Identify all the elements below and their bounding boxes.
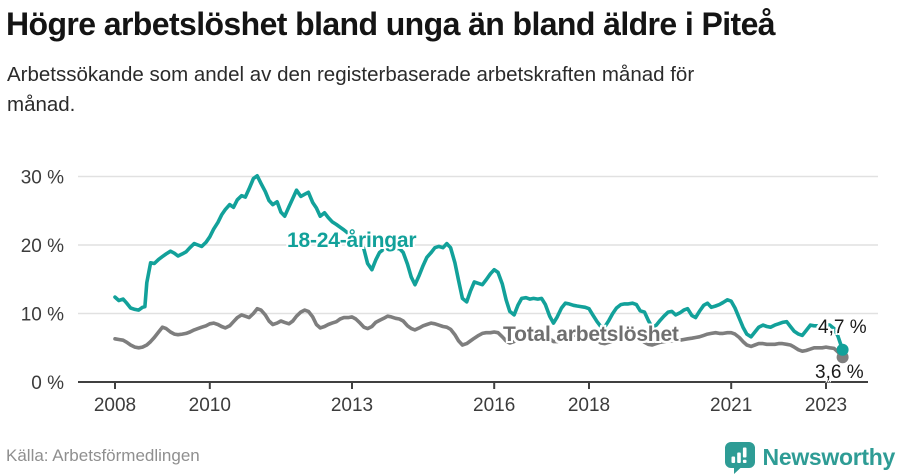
y-tick-label: 0 %: [31, 373, 64, 394]
chart-subtitle-line-2: månad.: [7, 93, 76, 116]
newsworthy-logo-text: Newsworthy: [762, 444, 896, 470]
chart-subtitle: Arbetssökande som andel av den registerb…: [7, 60, 837, 120]
x-tick-label: 2018: [568, 395, 610, 416]
bar-chart-bar-1: [731, 456, 735, 463]
exclamation-dot: [742, 459, 747, 463]
x-tick-label: 2023: [805, 395, 847, 416]
end-value-label-total: 3,6 %: [815, 362, 864, 383]
end-value-label-youth: 4,7 %: [818, 317, 867, 338]
x-tick-label: 2008: [94, 395, 136, 416]
y-tick-label: 30 %: [21, 168, 64, 189]
x-tick-label: 2016: [473, 395, 515, 416]
y-tick-label: 10 %: [21, 305, 64, 326]
chart-title: Högre arbetslöshet bland unga än bland ä…: [6, 6, 776, 42]
series-end-dot: [836, 343, 849, 356]
y-tick-label: 20 %: [21, 236, 64, 257]
x-tick-label: 2010: [189, 395, 231, 416]
x-tick-label: 2021: [710, 395, 752, 416]
series-label-total: Total arbetslöshet: [503, 323, 679, 346]
series-line: [113, 174, 845, 352]
newsworthy-logo-icon: [724, 442, 755, 474]
newsworthy-logo[interactable]: Newsworthy: [724, 441, 895, 474]
source-note: Källa: Arbetsförmedlingen: [6, 446, 200, 465]
x-tick-label: 2013: [331, 395, 373, 416]
bar-chart-bar-2: [736, 452, 741, 463]
chart-subtitle-line-1: Arbetssökande som andel av den registerb…: [7, 63, 695, 86]
exclamation-stem: [742, 447, 747, 458]
series-label-youth: 18-24-åringar: [287, 229, 417, 252]
series-line: [113, 306, 845, 360]
